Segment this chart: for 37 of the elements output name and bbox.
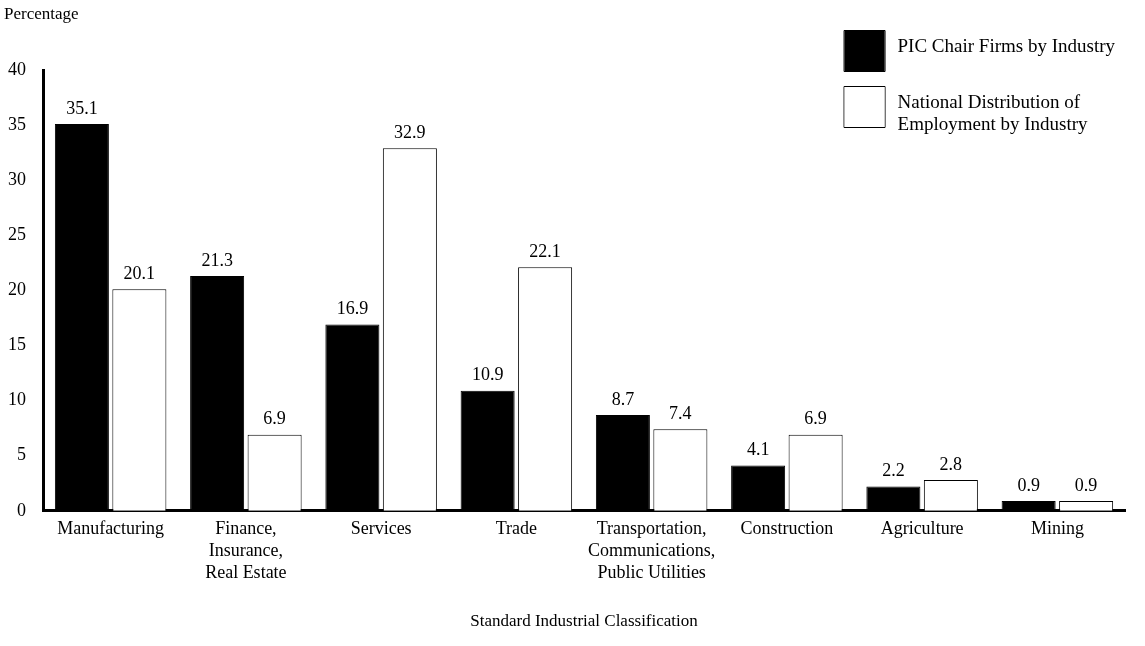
y-tick-label: 30 bbox=[8, 168, 26, 189]
x-tick-label: Transportation, Communications, Public Utilities bbox=[587, 518, 716, 582]
data-label: 32.9 bbox=[394, 121, 426, 142]
data-label: 0.9 bbox=[1074, 474, 1098, 495]
x-tick-label: Services bbox=[350, 518, 412, 539]
x-tick-label: Mining bbox=[1030, 518, 1084, 539]
y-tick-label: 5 bbox=[17, 444, 26, 465]
x-tick-label: Trade bbox=[495, 518, 538, 539]
data-label: 2.2 bbox=[882, 460, 905, 481]
data-label: 2.8 bbox=[939, 453, 963, 474]
y-tick-label: 20 bbox=[8, 279, 26, 300]
y-tick-label: 15 bbox=[8, 334, 26, 355]
data-label: 7.4 bbox=[669, 402, 692, 423]
legend-label: PIC Chair Firms by Industry bbox=[897, 35, 1116, 57]
data-label: 4.1 bbox=[746, 439, 770, 460]
data-label: 6.9 bbox=[263, 408, 286, 429]
x-axis-title: Standard Industrial Classification bbox=[470, 611, 699, 631]
x-tick-label: Agriculture bbox=[880, 518, 964, 539]
y-tick-label: 35 bbox=[8, 113, 26, 134]
y-tick-label: 10 bbox=[8, 389, 26, 410]
data-label: 21.3 bbox=[201, 249, 233, 270]
y-axis-title: Percentage bbox=[4, 4, 79, 24]
data-label: 10.9 bbox=[471, 364, 504, 385]
data-label: 6.9 bbox=[804, 408, 827, 429]
data-label: 20.1 bbox=[123, 263, 156, 284]
y-tick-label: 0 bbox=[17, 499, 26, 520]
x-tick-label: Construction bbox=[740, 518, 834, 539]
y-tick-label: 40 bbox=[8, 58, 26, 79]
data-label: 0.9 bbox=[1017, 474, 1040, 495]
y-tick-label: 25 bbox=[8, 224, 26, 245]
data-label: 8.7 bbox=[611, 388, 635, 409]
data-label: 22.1 bbox=[529, 240, 561, 261]
x-tick-label: Manufacturing bbox=[57, 518, 165, 539]
data-label: 35.1 bbox=[66, 97, 98, 118]
x-tick-label: Finance, Insurance, Real Estate bbox=[205, 518, 287, 582]
legend-label: National Distribution of Employment by Industry bbox=[897, 91, 1089, 135]
data-label: 16.9 bbox=[336, 298, 369, 319]
